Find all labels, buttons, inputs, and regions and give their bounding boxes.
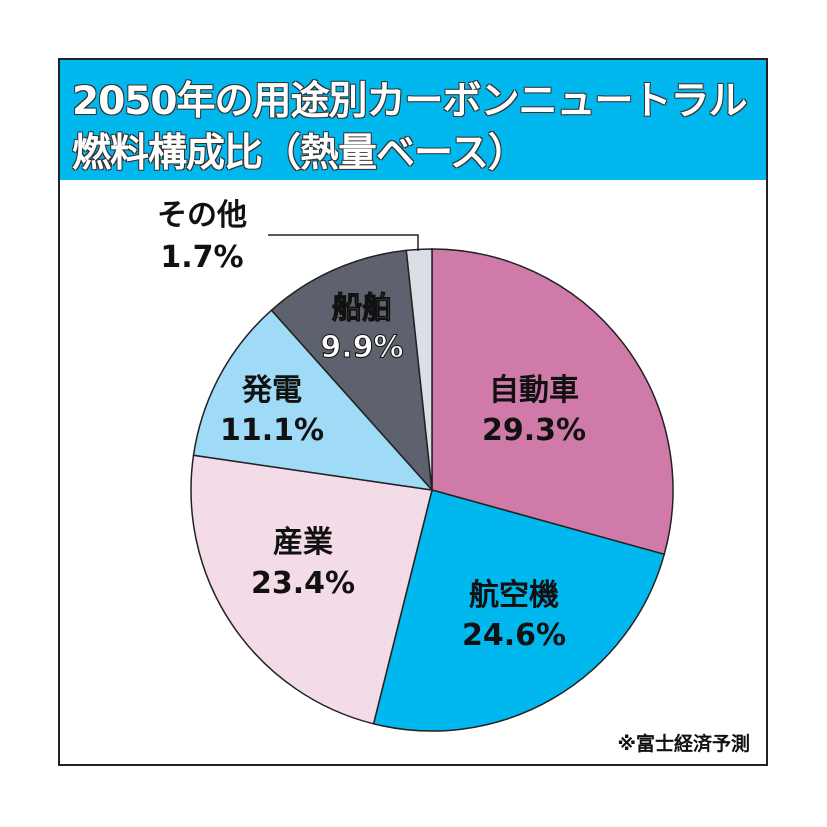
source-note: ※富士経済予測 xyxy=(617,733,750,755)
slice-label-3: 発電 xyxy=(241,373,302,408)
chart-title-line-2: 燃料構成比（熱量ベース） xyxy=(72,131,527,176)
slice-value-label-1: 24.6% xyxy=(462,618,566,653)
pie-slice-5 xyxy=(405,248,433,491)
slice-value-label-2: 23.4% xyxy=(251,566,355,601)
slice-label-5: その他 xyxy=(157,198,247,233)
pie-slice-3 xyxy=(192,309,434,492)
chart-title-line-1: 2050年の用途別カーボンニュートラル xyxy=(72,79,748,124)
slice-label-4: 船舶 xyxy=(332,291,392,326)
slice-label-2: 産業 xyxy=(273,525,333,560)
pie-slice-1 xyxy=(372,489,666,732)
leader-line-other xyxy=(268,234,419,251)
slice-value-label-3: 11.1% xyxy=(220,413,324,448)
slice-label-0: 自動車 xyxy=(489,373,579,408)
title-band: 2050年の用途別カーボンニュートラル 燃料構成比（熱量ベース） xyxy=(60,60,766,180)
chart-frame: 2050年の用途別カーボンニュートラル 燃料構成比（熱量ベース） ※富士経済予測 xyxy=(58,58,768,766)
slice-value-label-5: 1.7% xyxy=(160,240,243,275)
pie-slice-0 xyxy=(431,248,674,556)
slice-value-label-4: 9.9% xyxy=(320,330,403,365)
slice-value-label-0: 29.3% xyxy=(482,413,586,448)
slice-label-1: 航空機 xyxy=(469,578,559,613)
pie-slice-4 xyxy=(270,249,433,493)
pie-slice-2 xyxy=(190,454,433,725)
